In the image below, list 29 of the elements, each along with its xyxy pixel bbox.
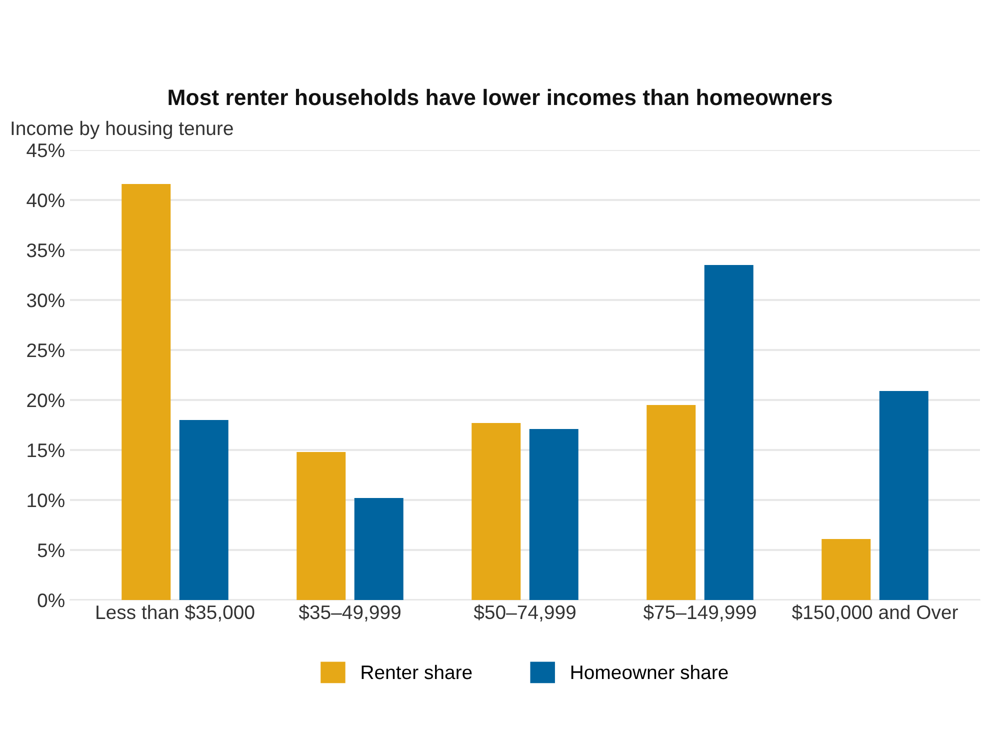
y-tick-label: 40% (26, 193, 64, 208)
bar (879, 391, 928, 600)
bar (122, 184, 171, 600)
bar (704, 265, 754, 600)
chart-title: Most renter households have lower incomes than homeowners (168, 88, 832, 106)
y-tick-label: 5% (38, 544, 64, 558)
bar (529, 429, 578, 600)
x-tick-label: $150,000 and Over (792, 604, 958, 622)
bar (354, 498, 404, 600)
bar (296, 452, 346, 600)
y-tick-label: 0% (38, 593, 64, 608)
y-tick-label: 20% (27, 393, 64, 408)
y-tick-label: 45% (26, 144, 64, 158)
x-tick-label: $75–149,999 (643, 604, 756, 622)
y-tick-label: 15% (28, 444, 64, 458)
bar (646, 405, 696, 600)
bar (179, 420, 228, 600)
legend-label: Homeowner share (571, 664, 728, 680)
chart-subtitle: Income by housing tenure (12, 120, 233, 140)
legend-label: Renter share (362, 664, 472, 680)
y-tick-label: 35% (26, 243, 64, 258)
x-tick-label: $35–49,999 (298, 604, 400, 622)
y-tick-label: 30% (26, 293, 64, 308)
x-tick-label: $50–74,999 (474, 604, 576, 622)
y-tick-label: 25% (27, 343, 64, 358)
bar (822, 539, 871, 600)
bar (472, 423, 521, 600)
x-tick-label: Less than $35,000 (96, 604, 254, 622)
y-tick-label: 10% (28, 493, 64, 508)
